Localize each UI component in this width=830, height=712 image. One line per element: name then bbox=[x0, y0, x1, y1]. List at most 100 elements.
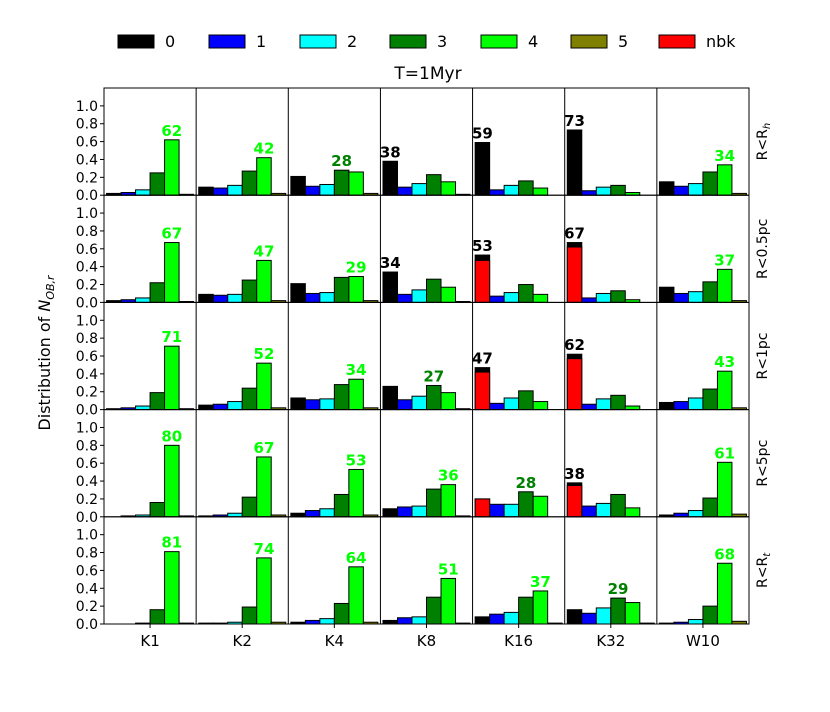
bar bbox=[624, 602, 641, 625]
x-tick-label: K8 bbox=[417, 632, 436, 650]
bar bbox=[702, 281, 718, 303]
bar bbox=[241, 496, 258, 518]
bar bbox=[382, 619, 398, 625]
nbk-bar bbox=[474, 498, 491, 518]
y-tick-label: 1.0 bbox=[76, 206, 98, 222]
bar bbox=[581, 297, 597, 303]
bar-annotation: 62 bbox=[161, 122, 182, 140]
panel: 62 bbox=[106, 122, 195, 196]
bar bbox=[532, 401, 549, 411]
panel: 43 bbox=[658, 353, 747, 411]
nbk-bar bbox=[474, 259, 491, 303]
bar bbox=[397, 186, 413, 196]
bar bbox=[595, 186, 612, 196]
bar bbox=[518, 491, 534, 518]
bar-annotation: 37 bbox=[714, 251, 735, 269]
bar bbox=[348, 468, 364, 518]
panel: 34 bbox=[658, 147, 747, 196]
bar-annotation: 29 bbox=[346, 258, 367, 276]
x-tick-label: K16 bbox=[504, 632, 533, 650]
panel-row: 62 42 28 38 59 73 34 0.0 0.2 0.40.6 0.8 1.0 bbox=[76, 87, 750, 204]
bar bbox=[397, 617, 413, 625]
legend-label: 0 bbox=[165, 32, 175, 51]
bar bbox=[241, 170, 258, 196]
bar bbox=[532, 590, 549, 625]
bar bbox=[149, 502, 166, 518]
y-tick-label: 1.0 bbox=[76, 313, 98, 329]
row-label: R<5pc bbox=[755, 440, 771, 487]
bar bbox=[489, 189, 505, 196]
bar bbox=[440, 577, 456, 625]
bar bbox=[581, 612, 597, 625]
bar bbox=[164, 551, 180, 625]
bar-annotation: 73 bbox=[564, 112, 585, 130]
panel: 34 bbox=[290, 361, 379, 411]
bar-annotation: 64 bbox=[346, 549, 367, 567]
bar bbox=[702, 171, 718, 196]
legend-swatch bbox=[570, 34, 608, 49]
bar-annotation: 28 bbox=[515, 474, 536, 492]
bar bbox=[304, 185, 321, 196]
bar bbox=[658, 286, 675, 303]
bar bbox=[411, 616, 427, 625]
y-tick-label: 0.4 bbox=[76, 367, 98, 383]
bar-annotation: 68 bbox=[714, 545, 735, 563]
nbk-bar bbox=[566, 358, 583, 411]
bar bbox=[319, 618, 335, 625]
y-tick-label: 0.4 bbox=[76, 581, 98, 597]
bar bbox=[440, 484, 456, 518]
bar bbox=[673, 401, 689, 411]
legend-swatch bbox=[480, 34, 518, 49]
bar bbox=[290, 512, 306, 518]
panel: 28 bbox=[474, 474, 549, 518]
bar bbox=[595, 502, 612, 518]
x-tick-labels: K1 K2 K4 K8 K16 K32 W10 bbox=[140, 624, 720, 650]
y-tick-label: 0.2 bbox=[76, 599, 98, 615]
bar bbox=[673, 185, 689, 196]
bar bbox=[333, 169, 350, 196]
bar-annotation: 29 bbox=[608, 580, 629, 598]
legend-item-4: 4 bbox=[480, 32, 538, 51]
bar bbox=[532, 293, 549, 303]
bar bbox=[440, 392, 456, 411]
bar-annotation: 34 bbox=[714, 147, 735, 165]
legend-label: 1 bbox=[256, 32, 266, 51]
bar bbox=[658, 181, 675, 196]
bar bbox=[397, 293, 413, 303]
bar bbox=[716, 164, 733, 196]
bar bbox=[256, 362, 272, 411]
bar bbox=[610, 184, 626, 196]
bar bbox=[687, 291, 704, 303]
legend-label: 5 bbox=[618, 32, 628, 51]
bar bbox=[489, 295, 505, 303]
bar bbox=[304, 510, 321, 518]
bar bbox=[212, 294, 229, 303]
panel: 29 bbox=[566, 580, 655, 625]
bar bbox=[333, 276, 350, 303]
y-tick-label: 0.6 bbox=[76, 242, 98, 258]
bar bbox=[227, 512, 243, 518]
bar-annotation: 37 bbox=[530, 573, 551, 591]
bar bbox=[687, 619, 704, 625]
y-tick-label: 0.2 bbox=[76, 170, 98, 186]
y-tick-label: 0.6 bbox=[76, 456, 98, 472]
bar bbox=[581, 190, 597, 196]
bar bbox=[716, 370, 733, 411]
bar bbox=[426, 596, 442, 625]
bar bbox=[673, 292, 689, 303]
bar bbox=[503, 292, 520, 303]
panel: 71 bbox=[106, 328, 195, 411]
bar bbox=[198, 186, 214, 196]
bar-annotation: 67 bbox=[564, 225, 585, 243]
panel: 74 bbox=[198, 540, 287, 625]
panel-row: 71 52 34 27 47 62 43 0.0 0.2 0.4 0.6 0.8 1.0 bbox=[76, 301, 750, 419]
panel: 47 bbox=[198, 242, 287, 303]
y-tick-label: 0.4 bbox=[76, 152, 98, 168]
y-tick-label: 0.0 bbox=[76, 403, 98, 419]
bar-annotation: 34 bbox=[380, 254, 401, 272]
bar bbox=[503, 184, 520, 196]
y-tick-label: 0.2 bbox=[76, 492, 98, 508]
y-tick-label: 0.0 bbox=[76, 510, 98, 526]
bar bbox=[474, 616, 491, 625]
bar bbox=[440, 286, 456, 303]
